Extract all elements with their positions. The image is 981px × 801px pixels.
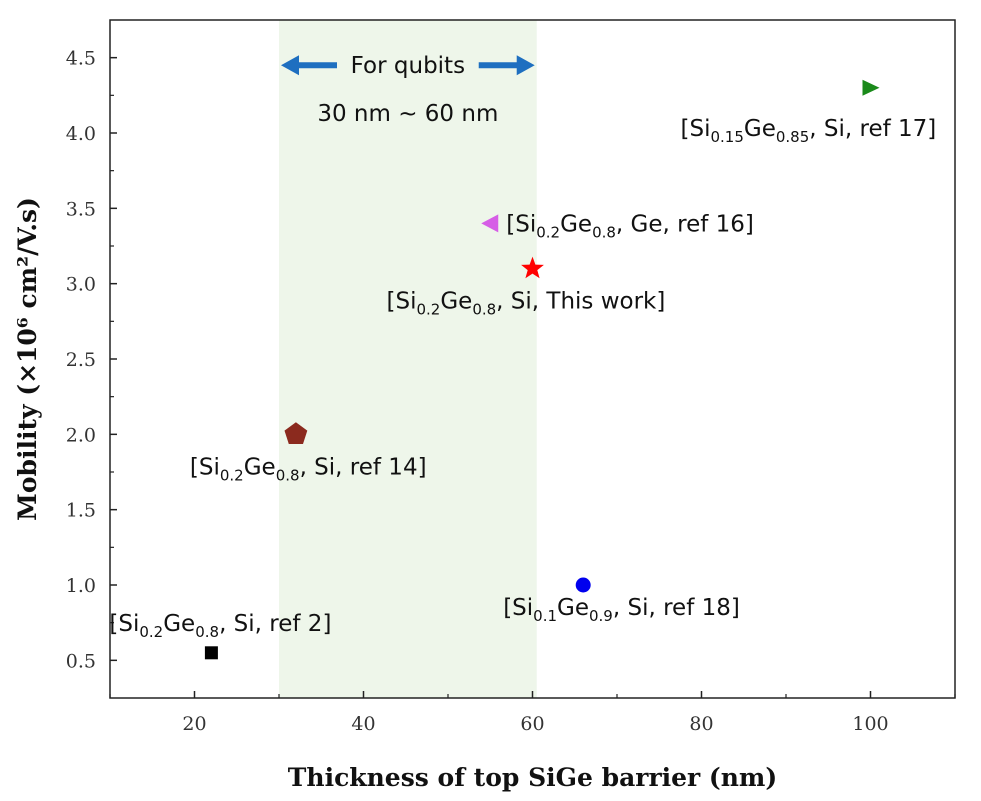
y-tick-label: 4.5	[66, 48, 96, 70]
y-tick-label: 1.5	[66, 500, 96, 522]
label-text: Ge	[244, 454, 276, 480]
marker-ref17	[862, 79, 880, 96]
label-ref17: [Si0.15Ge0.85, Si, ref 17]	[681, 116, 937, 146]
label-this-work: [Si0.2Ge0.8, Si, This work]	[387, 289, 666, 319]
y-tick-label: 3.0	[66, 274, 96, 296]
marker-this-work	[521, 256, 544, 279]
label-text: Ge	[557, 595, 589, 621]
band-label-line1: For qubits	[351, 53, 465, 79]
y-tick-label: 4.0	[66, 123, 96, 145]
label-text: , Si, ref 2]	[219, 611, 331, 637]
label-subscript: 0.8	[195, 623, 219, 641]
label-subscript: 0.85	[776, 128, 809, 146]
label-text: [Si	[190, 454, 220, 480]
label-subscript: 0.2	[139, 623, 163, 641]
marker-ref16	[481, 214, 499, 233]
label-text: , Ge, ref 16]	[616, 211, 754, 237]
label-text: , Si, ref 17]	[809, 116, 936, 142]
label-ref14: [Si0.2Ge0.8, Si, ref 14]	[190, 454, 427, 484]
label-text: , Si, ref 18]	[613, 595, 740, 621]
label-text: [Si	[681, 116, 711, 142]
band-arrow-left-head	[281, 55, 299, 76]
y-tick-label: 2.5	[66, 349, 96, 371]
label-subscript: 0.8	[592, 223, 616, 241]
label-text: Ge	[560, 211, 592, 237]
y-tick-label: 3.5	[66, 198, 96, 220]
y-tick-label: 2.0	[66, 424, 96, 446]
label-text: , Si, This work]	[496, 289, 665, 315]
x-tick-label: 60	[520, 713, 544, 735]
x-axis-title: Thickness of top SiGe barrier (nm)	[288, 763, 777, 792]
marker-ref14	[284, 422, 308, 444]
label-text: Ge	[163, 611, 195, 637]
marker-ref2	[204, 646, 218, 660]
label-subscript: 0.15	[710, 128, 743, 146]
label-subscript: 0.8	[472, 301, 496, 319]
y-tick-label: 0.5	[66, 650, 96, 672]
band-label-line2: 30 nm ~ 60 nm	[317, 101, 498, 127]
x-tick-label: 40	[351, 713, 375, 735]
qubit-range-band	[279, 20, 537, 698]
label-subscript: 0.2	[536, 223, 560, 241]
label-ref2: [Si0.2Ge0.8, Si, ref 2]	[109, 611, 331, 641]
y-tick-label: 1.0	[66, 575, 96, 597]
label-subscript: 0.1	[533, 607, 557, 625]
label-ref18: [Si0.1Ge0.9, Si, ref 18]	[503, 595, 740, 625]
label-subscript: 0.8	[276, 466, 300, 484]
label-text: [Si	[506, 211, 536, 237]
band-arrow-right-head	[516, 55, 535, 76]
label-text: [Si	[387, 289, 417, 315]
label-ref16: [Si0.2Ge0.8, Ge, ref 16]	[506, 211, 754, 241]
label-text: [Si	[109, 611, 139, 637]
label-text: Ge	[744, 116, 776, 142]
x-tick-label: 80	[689, 713, 713, 735]
label-subscript: 0.9	[589, 607, 613, 625]
x-tick-label: 100	[852, 713, 888, 735]
label-subscript: 0.2	[220, 466, 244, 484]
label-subscript: 0.2	[416, 301, 440, 319]
marker-ref18	[575, 577, 591, 593]
x-tick-label: 20	[182, 713, 206, 735]
label-text: , Si, ref 14]	[300, 454, 427, 480]
y-axis-title: Mobility (×10⁶ cm²/V.s)	[13, 197, 42, 521]
label-text: Ge	[440, 289, 472, 315]
label-text: [Si	[503, 595, 533, 621]
